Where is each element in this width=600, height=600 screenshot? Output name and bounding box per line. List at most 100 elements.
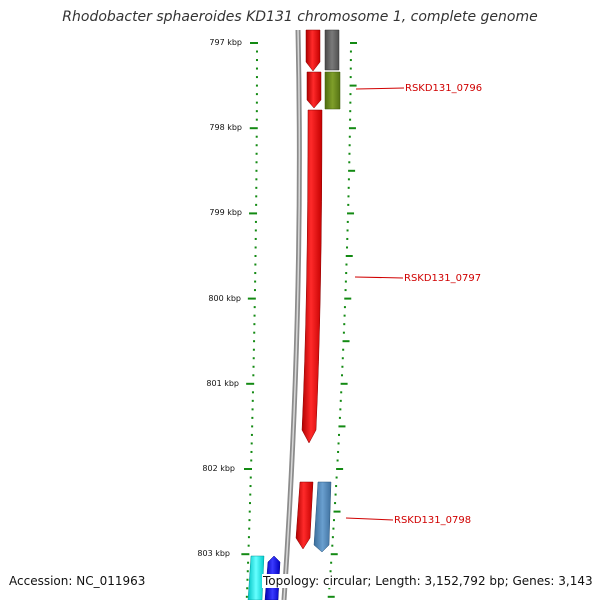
tick-mark (349, 93, 352, 96)
tick-mark (254, 263, 257, 266)
tick-mark (350, 42, 357, 44)
gene-label-rskd131-0797: RSKD131_0797 (404, 273, 481, 284)
tick-mark (332, 527, 335, 530)
tick-mark (349, 110, 352, 113)
tick-mark (249, 127, 258, 130)
tick-mark (340, 391, 343, 394)
tick-mark (344, 289, 347, 292)
gene-labels: RSKD131_0796 RSKD131_0797 RSKD131_0798 (345, 83, 482, 526)
gene-feature-rskd131-0798 (295, 481, 314, 550)
tick-mark (251, 391, 254, 394)
tick-mark (341, 374, 344, 377)
tick-mark (338, 433, 341, 436)
gene-feature-cyan (247, 555, 265, 600)
tick-mark (255, 101, 258, 104)
topology-text: Topology: circular; Length: 3,152,792 bp… (262, 574, 594, 588)
tick-mark (255, 152, 258, 155)
tick-mark (331, 536, 334, 539)
tick-mark (347, 203, 350, 206)
gene-label-leader (354, 276, 404, 279)
accession-text: Accession: NC_011963 (8, 574, 147, 588)
tick-mark (345, 272, 348, 275)
tick-mark (246, 382, 255, 385)
tick-mark (252, 348, 255, 351)
tick-mark (349, 67, 352, 70)
tick-mark (249, 485, 252, 488)
tick-mark (255, 84, 258, 87)
tick-mark (245, 595, 248, 598)
tick-mark (255, 178, 258, 181)
tick-mark (253, 323, 256, 326)
tick-mark (339, 408, 342, 411)
gene-feature-rskd131-0797 (301, 109, 323, 444)
tick-mark (254, 229, 257, 232)
gene-feature-red-top (305, 29, 321, 72)
tick-mark (248, 527, 251, 530)
tick-mark (247, 536, 250, 539)
tick-mark (247, 561, 250, 564)
tick-mark (249, 493, 252, 496)
gene-feature-olive (324, 71, 341, 110)
kbp-axis: 797 kbp 798 kbp 799 kbp 800 kbp 801 kbp … (197, 38, 242, 558)
tick-mark (348, 169, 356, 172)
tick-mark (330, 561, 333, 564)
tick-mark (347, 178, 350, 181)
tick-mark (349, 101, 352, 104)
tick-mark (252, 365, 255, 368)
kbp-label: 801 kbp (206, 379, 239, 388)
kbp-label: 799 kbp (209, 208, 242, 217)
tick-mark (255, 110, 258, 113)
kbp-label: 797 kbp (209, 38, 242, 47)
tick-mark (248, 510, 251, 513)
tick-mark (333, 510, 341, 513)
tick-mark (254, 237, 257, 240)
tick-mark (345, 263, 348, 266)
kbp-label: 802 kbp (202, 464, 235, 473)
tick-mark (337, 442, 340, 445)
tick-mark (246, 570, 249, 573)
tick-mark (348, 127, 356, 130)
tick-mark (334, 493, 337, 496)
tick-mark (335, 476, 338, 479)
tick-mark (346, 220, 349, 223)
chromosome-backbone-highlight (283, 29, 301, 600)
tick-mark (338, 416, 341, 419)
tick-mark (255, 76, 258, 79)
tick-mark (348, 152, 351, 155)
tick-mark (254, 246, 257, 249)
tick-mark (250, 450, 253, 453)
tick-mark (252, 357, 255, 360)
tick-mark (251, 416, 254, 419)
tick-mark (342, 331, 345, 334)
tick-mark (255, 195, 258, 198)
tick-mark (254, 220, 257, 223)
tick-mark (246, 578, 249, 581)
gene-feature-rskd131-0796 (306, 71, 322, 109)
tick-mark (250, 459, 253, 462)
gene-features (247, 29, 341, 600)
tick-mark (345, 255, 353, 257)
tick-mark (254, 272, 257, 275)
tick-mark (253, 331, 256, 334)
tick-mark (343, 314, 346, 317)
tick-mark (330, 553, 338, 556)
tick-mark (341, 357, 344, 360)
tick-mark (331, 544, 334, 547)
tick-mark (343, 323, 346, 326)
tick-mark (347, 195, 350, 198)
tick-mark (252, 374, 255, 377)
tick-mark (241, 553, 250, 556)
tick-mark (342, 348, 345, 351)
tick-mark (332, 519, 335, 522)
tick-mark (347, 186, 350, 189)
tick-mark (327, 595, 335, 598)
tick-mark (253, 306, 256, 309)
tick-mark (246, 587, 249, 590)
tick-mark (255, 161, 258, 164)
tick-mark (349, 50, 352, 53)
tick-mark (254, 280, 257, 283)
tick-mark (347, 212, 355, 215)
tick-mark (349, 84, 357, 87)
tick-mark (255, 118, 258, 121)
tick-mark (337, 450, 340, 453)
